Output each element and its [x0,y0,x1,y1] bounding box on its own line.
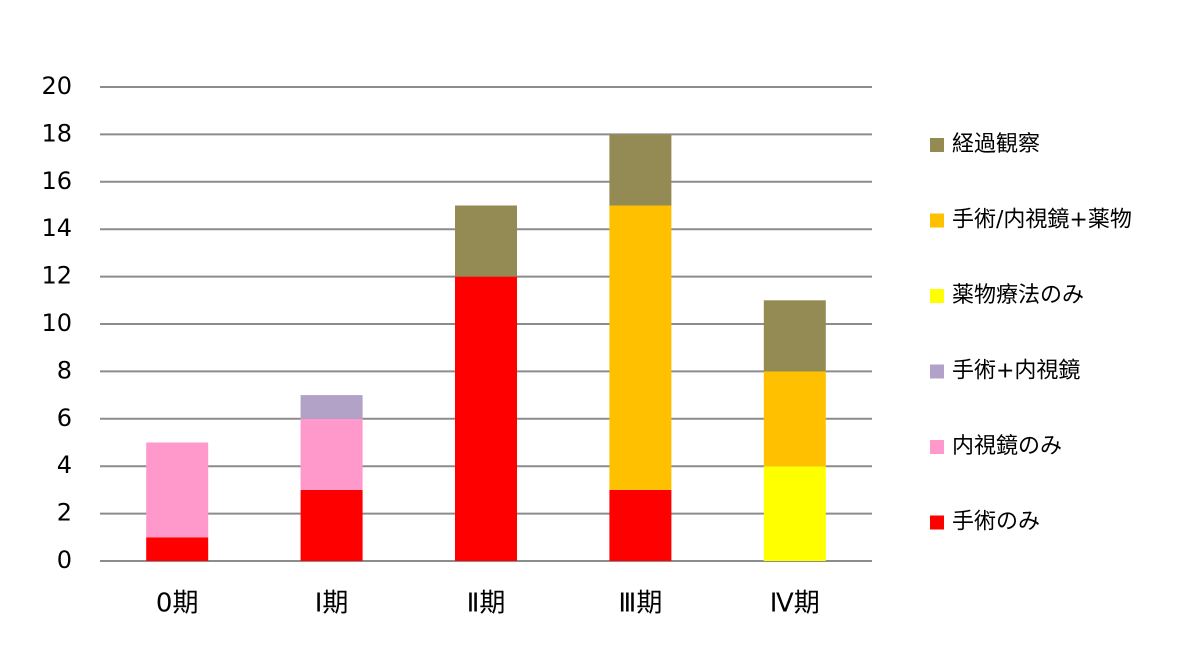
legend-label: 内視鏡のみ [952,434,1062,459]
legend-label: 手術/内視鏡+薬物 [952,208,1132,233]
y-tick-label: 16 [41,167,72,195]
bar-segment [763,371,826,467]
bar-segment [609,489,672,561]
bar-segment [455,205,517,277]
x-tick-label: 0期 [156,589,199,619]
bar-segment [146,537,209,561]
y-tick-label: 12 [41,262,72,290]
legend-swatch [930,289,944,303]
y-tick-label: 10 [41,309,72,337]
y-tick-label: 0 [57,546,72,574]
legend-swatch [930,138,944,152]
bar-segment [763,466,826,561]
bar-segment [300,395,363,419]
bar-segment [300,418,363,490]
legend-swatch [930,515,944,530]
legend-label: 薬物療法のみ [952,283,1084,308]
legend-swatch [930,364,944,379]
bar-segment [146,442,209,538]
legend-label: 手術のみ [952,510,1040,535]
y-tick-label: 20 [41,72,72,100]
y-tick-label: 6 [57,404,72,432]
x-tick-label: Ⅳ期 [770,589,820,619]
x-tick-label: Ⅲ期 [618,589,662,619]
legend-label: 手術+内視鏡 [952,359,1080,384]
y-tick-label: 14 [41,214,72,242]
legend-swatch [930,213,944,228]
x-tick-label: Ⅱ期 [467,589,506,619]
y-tick-label: 2 [57,499,72,527]
y-tick-label: 4 [57,451,72,479]
bar-segment [300,489,363,561]
y-tick-label: 18 [41,119,72,147]
legend-swatch [930,440,944,454]
y-tick-label: 8 [57,356,72,384]
bar-segment [609,134,672,206]
x-tick-label: Ⅰ期 [315,589,349,619]
legend-label: 経過観察 [952,132,1040,157]
bar-segment [763,300,826,372]
bar-segment [455,276,517,561]
bar-segment [609,205,672,490]
